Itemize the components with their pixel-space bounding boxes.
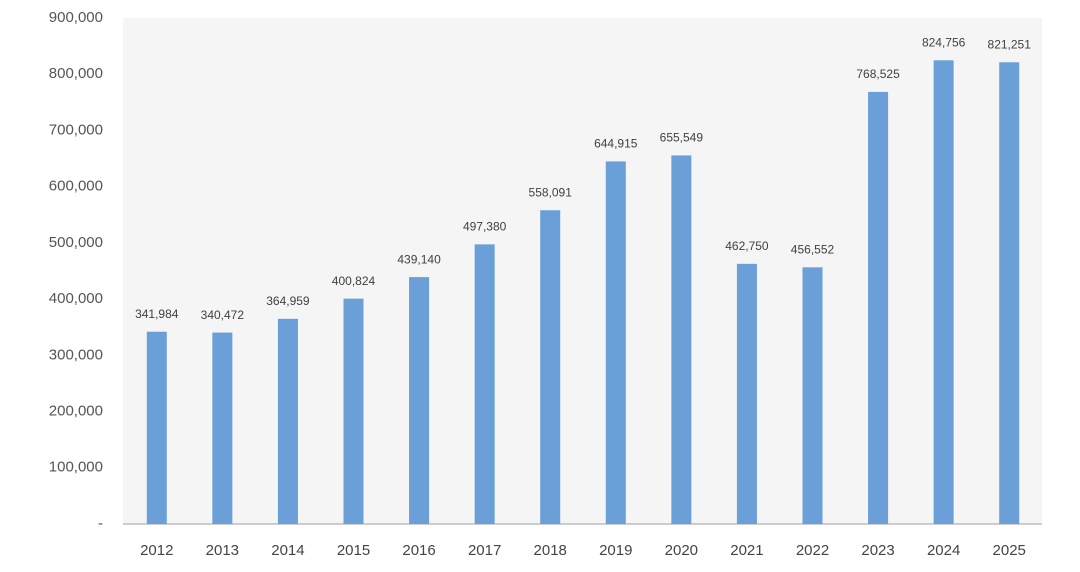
y-tick-label: 800,000 [49, 65, 103, 82]
bar [736, 263, 757, 524]
bar [277, 318, 298, 524]
y-tick-label: 600,000 [49, 178, 103, 195]
x-tick-label: 2023 [861, 542, 894, 559]
bar [868, 91, 889, 525]
x-tick-label: 2015 [337, 542, 370, 559]
bar [802, 267, 823, 524]
x-tick-label: 2016 [402, 542, 435, 559]
data-label: 462,750 [725, 239, 769, 253]
y-tick-label: 300,000 [49, 346, 103, 363]
y-tick-label: 100,000 [49, 459, 103, 476]
data-label: 439,140 [397, 252, 441, 266]
x-tick-label: 2022 [796, 542, 829, 559]
data-label: 364,959 [266, 294, 310, 308]
x-tick-label: 2020 [665, 542, 698, 559]
x-tick-label: 2018 [534, 542, 567, 559]
data-label: 768,525 [856, 67, 900, 81]
bar [474, 244, 495, 524]
bar [605, 161, 626, 524]
data-label: 644,915 [594, 137, 638, 151]
data-label: 558,091 [529, 185, 573, 199]
data-label: 655,549 [660, 131, 704, 145]
bar [343, 298, 364, 524]
x-tick-label: 2024 [927, 542, 960, 559]
bar [999, 62, 1020, 524]
y-tick-label: 900,000 [49, 9, 103, 26]
x-tick-label: 2017 [468, 542, 501, 559]
data-label: 824,756 [922, 35, 966, 49]
y-tick-label: 400,000 [49, 290, 103, 307]
x-tick-label: 2025 [993, 542, 1026, 559]
bar [671, 155, 692, 524]
data-label: 497,380 [463, 220, 507, 234]
bar [146, 331, 167, 524]
data-label: 456,552 [791, 242, 835, 256]
x-tick-label: 2013 [206, 542, 239, 559]
data-label: 341,984 [135, 307, 179, 321]
bar [540, 210, 561, 525]
y-tick-label: - [98, 515, 103, 532]
data-label: 400,824 [332, 274, 376, 288]
data-label: 821,251 [988, 37, 1032, 51]
bar [933, 60, 954, 525]
bar [212, 332, 233, 524]
y-tick-label: 700,000 [49, 121, 103, 138]
x-tick-label: 2012 [140, 542, 173, 559]
x-tick-label: 2014 [271, 542, 304, 559]
bar [409, 277, 430, 524]
plot-area [123, 18, 1042, 524]
data-label: 340,472 [201, 308, 245, 322]
y-tick-label: 500,000 [49, 234, 103, 251]
y-tick-label: 200,000 [49, 403, 103, 420]
x-tick-label: 2021 [730, 542, 763, 559]
x-tick-label: 2019 [599, 542, 632, 559]
